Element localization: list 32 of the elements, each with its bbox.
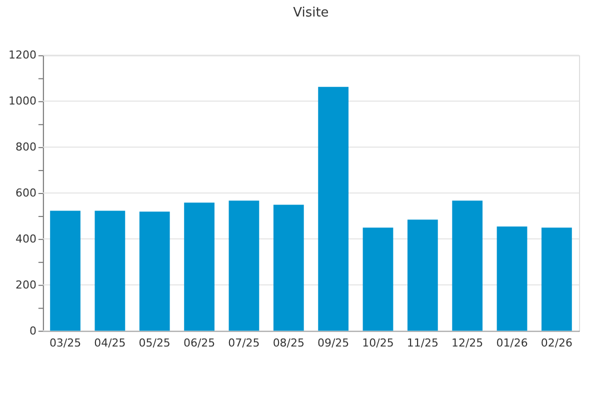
y-tick-label: 400 — [16, 232, 36, 246]
x-tick-label: 11/25 — [406, 336, 438, 350]
bar — [496, 226, 528, 331]
bar — [318, 86, 349, 331]
y-tick-label: 600 — [16, 186, 36, 200]
bar — [228, 200, 260, 331]
bar — [273, 204, 304, 331]
x-tick-label: 02/26 — [540, 336, 573, 350]
x-tick-label: 07/25 — [228, 336, 260, 350]
x-tick-label: 12/25 — [452, 336, 484, 350]
bar — [452, 200, 483, 331]
y-tick-label: 800 — [16, 140, 36, 154]
x-tick-label: 08/25 — [272, 336, 304, 350]
bar — [407, 220, 438, 331]
x-tick-label: 10/25 — [362, 336, 394, 350]
bar — [139, 212, 170, 331]
bar — [50, 210, 80, 331]
x-tick-label: 03/25 — [49, 336, 82, 350]
bar — [94, 210, 126, 331]
bar — [362, 228, 394, 331]
x-tick-label: 05/25 — [138, 336, 170, 350]
bar — [184, 202, 214, 331]
y-tick-label: 200 — [16, 278, 36, 292]
y-tick-label: 0 — [29, 324, 36, 338]
x-tick-label: 06/25 — [183, 336, 216, 350]
chart-title: Visite — [293, 5, 329, 20]
x-tick-label: 04/25 — [94, 336, 126, 350]
x-tick-label: 09/25 — [318, 336, 350, 350]
x-tick-label: 01/26 — [496, 336, 528, 350]
bar — [542, 228, 572, 331]
y-tick-label: 1200 — [8, 48, 36, 62]
y-tick-label: 1000 — [8, 94, 36, 108]
